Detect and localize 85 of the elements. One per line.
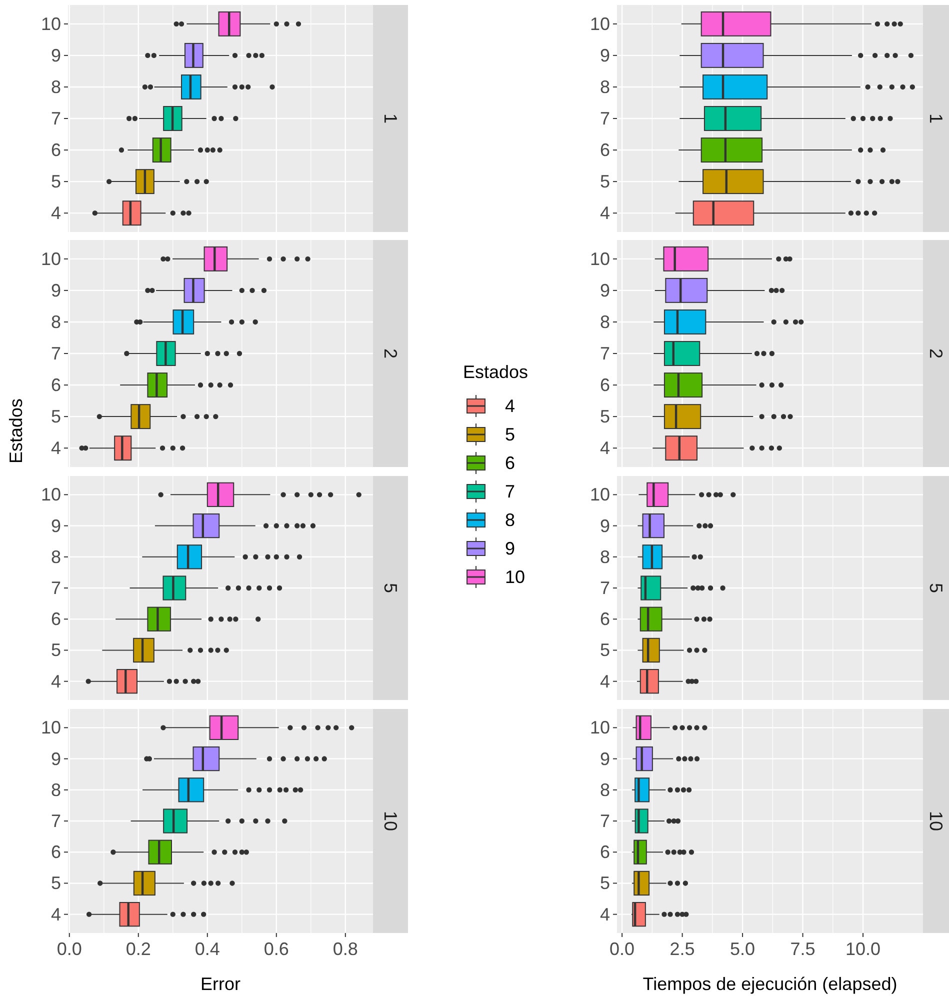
y-tick-label: 9 xyxy=(50,280,61,300)
y-tick-label: 9 xyxy=(50,748,61,769)
y-tick-label: 10 xyxy=(40,718,61,738)
y-tick-label: 8 xyxy=(50,546,61,567)
y-tick-label: 5 xyxy=(600,406,610,427)
x-tick-label: 0.8 xyxy=(332,939,358,959)
text: 5 xyxy=(380,582,400,594)
y-tick-label: 4 xyxy=(600,438,610,458)
legend-label: 9 xyxy=(505,538,516,558)
y-tick-label: 10 xyxy=(40,248,61,269)
y-tick-label: 5 xyxy=(50,873,61,894)
x-tick-label: 10.0 xyxy=(845,939,881,959)
y-tick-label: 5 xyxy=(50,172,61,192)
x-tick-label: 0.0 xyxy=(610,939,635,959)
y-tick-label: 4 xyxy=(50,904,61,924)
text: 2 xyxy=(380,348,400,359)
legend-title: Estados xyxy=(463,362,528,382)
y-tick-label: 10 xyxy=(590,484,610,505)
y-tick-label: 9 xyxy=(50,45,61,66)
y-tick-label: 8 xyxy=(600,312,610,332)
y-tick-label: 4 xyxy=(50,438,61,458)
y-tick-label: 5 xyxy=(600,172,610,192)
y-tick-label: 6 xyxy=(600,609,610,630)
y-tick-label: 6 xyxy=(600,140,610,160)
y-tick-label: 9 xyxy=(50,516,61,536)
y-tick-label: 10 xyxy=(590,248,610,269)
y-axis-title: Estados xyxy=(6,398,26,464)
y-tick-label: 5 xyxy=(50,640,61,660)
x-tick-label: 0.2 xyxy=(126,939,151,959)
y-tick-label: 5 xyxy=(600,640,610,660)
y-tick-label: 6 xyxy=(50,609,61,630)
x-axis-title: Tiempos de ejecución (elapsed) xyxy=(642,974,898,994)
y-tick-label: 7 xyxy=(50,344,61,364)
text: 5 xyxy=(926,582,946,594)
text: 10 xyxy=(380,810,400,832)
y-tick-label: 6 xyxy=(600,375,610,396)
x-tick-label: 0.6 xyxy=(264,939,289,959)
y-tick-label: 7 xyxy=(50,811,61,831)
y-tick-label: 6 xyxy=(600,842,610,862)
y-tick-label: 8 xyxy=(600,780,610,800)
y-tick-label: 7 xyxy=(600,344,610,364)
y-tick-label: 10 xyxy=(590,718,610,738)
y-tick-label: 9 xyxy=(600,45,610,66)
y-tick-label: 9 xyxy=(600,748,610,769)
y-tick-label: 10 xyxy=(40,14,61,34)
y-tick-label: 7 xyxy=(50,108,61,128)
y-tick-label: 8 xyxy=(50,312,61,332)
y-tick-label: 10 xyxy=(40,484,61,505)
legend-label: 4 xyxy=(505,396,516,416)
legend-label: 6 xyxy=(505,453,516,473)
y-tick-label: 7 xyxy=(50,578,61,598)
x-tick-label: 0.0 xyxy=(56,939,82,959)
y-tick-label: 4 xyxy=(600,904,610,924)
legend-label: 8 xyxy=(505,510,516,530)
y-tick-label: 7 xyxy=(600,811,610,831)
legend-label: 5 xyxy=(505,424,516,444)
y-tick-label: 9 xyxy=(600,280,610,300)
y-tick-label: 9 xyxy=(600,516,610,536)
y-tick-label: 5 xyxy=(600,873,610,894)
legend-label: 10 xyxy=(505,567,526,587)
text: 10 xyxy=(926,810,946,832)
y-tick-label: 7 xyxy=(600,108,610,128)
text: 1 xyxy=(926,113,946,124)
x-tick-label: 0.4 xyxy=(194,939,220,959)
y-tick-label: 6 xyxy=(50,140,61,160)
text: 2 xyxy=(926,348,946,359)
legend-label: 7 xyxy=(505,482,516,502)
y-tick-label: 8 xyxy=(600,546,610,567)
y-tick-label: 4 xyxy=(50,671,61,692)
y-tick-label: 4 xyxy=(600,671,610,692)
y-tick-label: 5 xyxy=(50,406,61,427)
y-tick-label: 8 xyxy=(50,780,61,800)
y-tick-label: 4 xyxy=(50,203,61,224)
text: 1 xyxy=(380,113,400,124)
x-tick-label: 7.5 xyxy=(790,939,816,959)
y-tick-label: 7 xyxy=(600,578,610,598)
y-tick-label: 8 xyxy=(50,76,61,97)
x-tick-label: 2.5 xyxy=(670,939,695,959)
y-tick-label: 6 xyxy=(50,375,61,396)
y-tick-label: 4 xyxy=(600,203,610,224)
y-tick-label: 6 xyxy=(50,842,61,862)
x-axis-title: Error xyxy=(200,974,241,994)
x-tick-label: 5.0 xyxy=(730,939,756,959)
y-tick-label: 8 xyxy=(600,76,610,97)
y-tick-label: 10 xyxy=(590,14,610,34)
